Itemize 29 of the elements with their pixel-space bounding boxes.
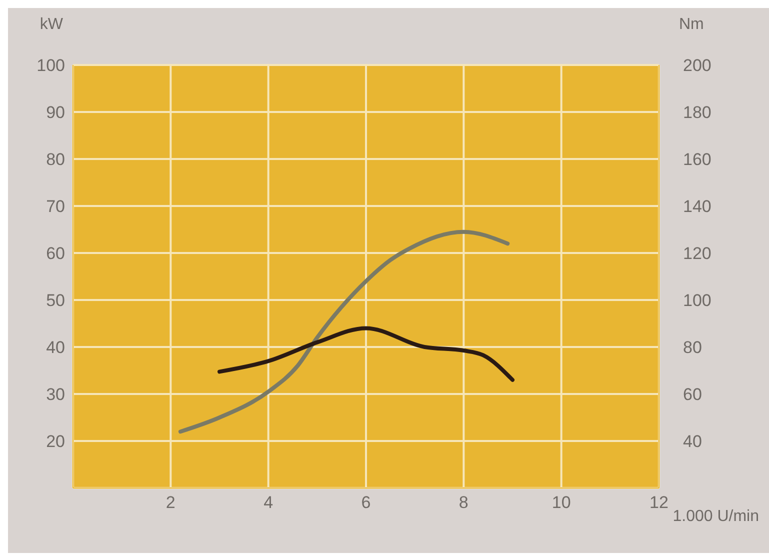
y-tick-label: 50 [46, 291, 65, 310]
y-tick-label: 80 [46, 150, 65, 170]
x-tick-label: 12 [650, 493, 668, 512]
y-tick-label: 60 [46, 244, 65, 264]
y-tick-label: 30 [46, 385, 65, 404]
y-tick-label: 20 [46, 432, 65, 452]
x-axis-title: 1.000 U/min [672, 508, 759, 525]
y2-tick-label: 80 [683, 338, 702, 358]
x-tick-label: 10 [552, 493, 571, 512]
y-tick-label: 100 [36, 56, 65, 76]
y-tick-label: 90 [46, 103, 65, 122]
y-axis-title: kW [40, 16, 64, 33]
y2-tick-label: 160 [683, 150, 712, 170]
y2-tick-label: 100 [683, 291, 712, 310]
y-tick-label: 40 [46, 338, 65, 358]
x-tick-label: 6 [361, 493, 371, 512]
line-series [218, 326, 514, 382]
x-tick-label: 4 [264, 493, 274, 512]
y2-tick-label: 120 [683, 244, 712, 264]
y2-tick-label: 140 [683, 197, 712, 216]
line-series [178, 230, 510, 434]
x-tick-label: 2 [166, 493, 176, 512]
y-tick-label: 70 [46, 197, 65, 216]
x-tick-label: 8 [458, 493, 468, 512]
y2-tick-label: 40 [683, 432, 702, 452]
y2-tick-label: 200 [683, 56, 712, 76]
y2-axis-title: Nm [679, 16, 704, 33]
y2-tick-label: 180 [683, 103, 712, 122]
y2-tick-label: 60 [683, 385, 702, 404]
